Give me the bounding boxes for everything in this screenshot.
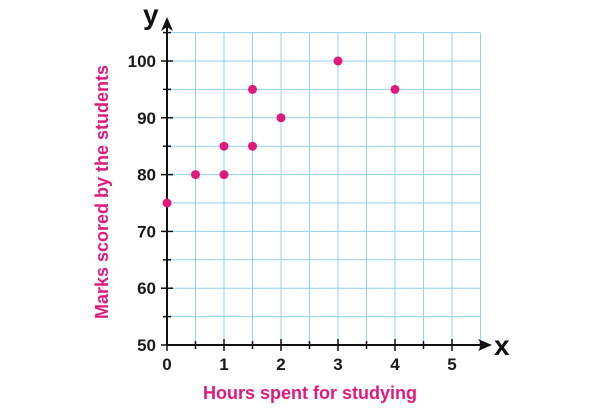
- y-tick-label: 60: [137, 279, 156, 298]
- x-tick-label: 1: [219, 355, 228, 374]
- x-axis-title: Hours spent for studying: [203, 383, 417, 403]
- x-tick-label: 4: [390, 355, 400, 374]
- data-point: [191, 170, 200, 180]
- y-tick-labels: 50 60 70 80 90 100: [128, 52, 156, 355]
- x-tick-label: 5: [447, 355, 456, 374]
- y-tick-label: 90: [137, 109, 156, 128]
- data-points: [162, 56, 400, 208]
- data-point: [248, 141, 257, 151]
- data-point: [248, 84, 257, 94]
- data-point: [390, 84, 400, 94]
- x-tick-label: 0: [162, 355, 171, 374]
- axes: [161, 17, 492, 351]
- grid: [167, 32, 481, 345]
- data-point: [219, 141, 229, 151]
- y-tick-label: 70: [137, 222, 156, 241]
- axis-ticks: [161, 31, 482, 351]
- x-axis-letter: x: [494, 330, 510, 361]
- data-point: [276, 113, 286, 123]
- y-axis-letter: y: [143, 0, 159, 30]
- data-point: [219, 170, 229, 180]
- y-axis-arrow-icon: [161, 17, 173, 31]
- y-tick-label: 100: [128, 52, 156, 71]
- y-axis-title: Marks scored by the students: [92, 65, 112, 319]
- x-tick-label: 2: [276, 355, 285, 374]
- y-tick-label: 80: [137, 166, 156, 185]
- data-point: [333, 56, 343, 66]
- data-point: [162, 198, 172, 208]
- y-tick-label: 50: [137, 336, 156, 355]
- x-tick-label: 3: [333, 355, 342, 374]
- x-tick-labels: 0 1 2 3 4 5: [162, 355, 456, 374]
- x-axis-arrow-icon: [478, 339, 492, 351]
